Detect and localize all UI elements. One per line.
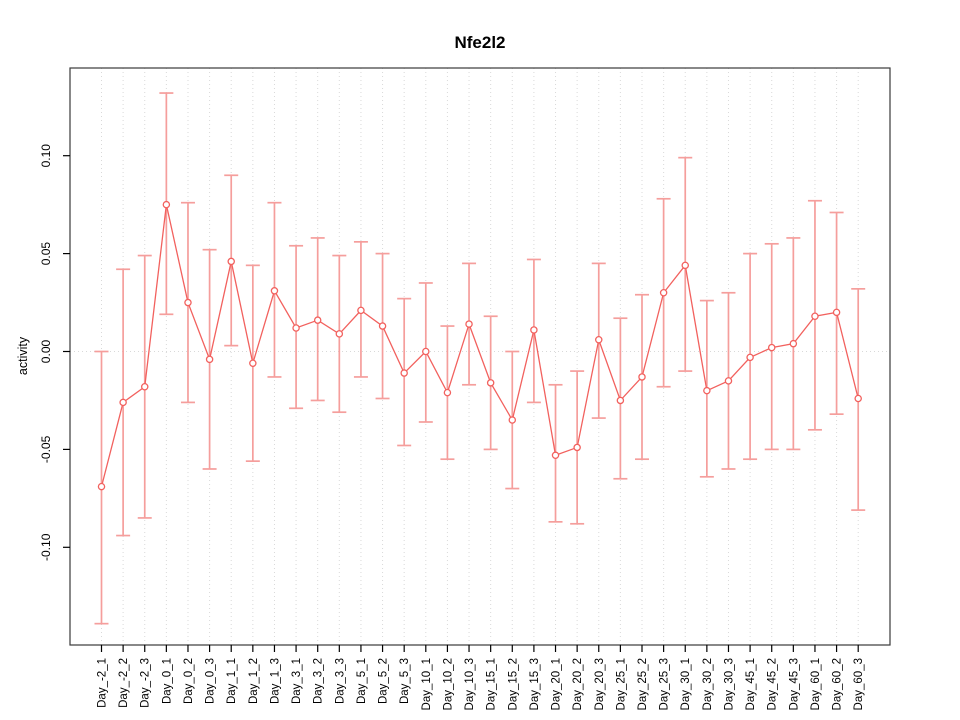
data-point — [551, 451, 560, 460]
data-point — [789, 339, 798, 348]
data-point — [335, 330, 344, 338]
data-point — [573, 443, 581, 452]
data-point — [400, 369, 408, 377]
data-point — [357, 306, 365, 315]
x-tick-label: Day_10_3 — [464, 658, 476, 710]
data-point — [313, 316, 322, 324]
y-axis-label: activity — [16, 336, 30, 375]
plot-frame — [69, 67, 891, 646]
x-tick-label: Day_10_2 — [442, 658, 454, 710]
y-tick-label: 0.05 — [39, 242, 53, 266]
data-point — [703, 386, 711, 395]
data-point — [530, 326, 538, 334]
x-tick-label: Day_30_2 — [702, 658, 714, 710]
data-point — [270, 287, 279, 295]
x-tick-label: Day_1_1 — [226, 658, 238, 704]
data-point — [162, 200, 171, 209]
x-tick-label: Day_-2_2 — [118, 658, 130, 708]
x-tick-label: Day_10_1 — [421, 658, 433, 710]
x-tick-label: Day_45_1 — [745, 658, 757, 710]
data-point — [659, 289, 668, 297]
data-point — [119, 398, 127, 407]
chart-generated-layers: 0.10 0.05 0.00 -0.05 -0.10 Day_-2_1 Day_-2_2 Da… — [39, 67, 891, 710]
x-tick-label: Day_20_2 — [572, 658, 584, 710]
x-tick-label: Day_60_3 — [853, 658, 865, 710]
data-point — [508, 416, 517, 424]
x-tick-label: Day_25_3 — [659, 658, 671, 710]
data-point — [443, 388, 452, 397]
data-point — [767, 343, 776, 352]
data-point — [184, 298, 192, 307]
data-point — [465, 320, 473, 328]
y-tick-label: -0.05 — [39, 435, 53, 463]
x-tick-label: Day_5_2 — [378, 658, 390, 704]
x-tick-label: Day_15_1 — [486, 658, 498, 710]
x-tick-label: Day_20_3 — [594, 658, 606, 710]
x-tick-label: Day_15_3 — [529, 658, 541, 710]
y-tick-label: 0.00 — [39, 339, 53, 363]
x-tick-label: Day_0_2 — [183, 658, 195, 704]
data-point — [616, 396, 625, 405]
data-point — [97, 482, 106, 491]
x-tick-label: Day_45_2 — [767, 658, 779, 710]
x-tick-label: Day_25_2 — [637, 658, 649, 710]
data-line — [100, 204, 859, 487]
x-tick-label: Day_15_2 — [507, 658, 519, 710]
x-tick-label: Day_1_3 — [269, 658, 281, 704]
data-point — [292, 324, 300, 332]
x-tick-label: Day_3_2 — [313, 658, 325, 704]
data-point — [205, 355, 214, 364]
x-tick-label: Day_-2_3 — [140, 658, 152, 708]
x-tick-label: Day_0_3 — [205, 658, 217, 704]
data-point — [681, 261, 689, 270]
data-point — [378, 322, 387, 330]
x-tick-label: Day_3_3 — [334, 658, 346, 704]
x-tick-label: Day_25_1 — [615, 658, 627, 710]
x-tick-label: Day_20_1 — [551, 658, 563, 710]
y-tick-label: -0.10 — [39, 533, 53, 561]
x-tick-label: Day_3_1 — [291, 658, 303, 704]
data-point — [746, 353, 754, 362]
data-point — [811, 312, 819, 321]
data-point — [854, 394, 862, 403]
x-tick-label: Day_60_2 — [832, 658, 844, 710]
data-point — [422, 347, 430, 356]
data-point — [638, 373, 646, 381]
x-tick-label: Day_5_3 — [399, 658, 411, 704]
x-tick-label: Day_0_1 — [161, 658, 173, 704]
x-tick-label: Day_60_1 — [810, 658, 822, 710]
data-point — [832, 308, 841, 317]
data-point — [595, 336, 603, 344]
x-tick-label: Day_1_2 — [248, 658, 260, 704]
chart-title: Nfe2l2 — [454, 33, 505, 52]
data-point — [724, 377, 733, 385]
x-tick-label: Day_-2_1 — [97, 658, 109, 708]
data-point — [249, 359, 257, 367]
x-tick-label: Day_45_3 — [788, 658, 800, 710]
y-tick-label: 0.10 — [39, 144, 53, 168]
x-tick-label: Day_30_1 — [680, 658, 692, 710]
data-point — [486, 379, 495, 387]
data-point — [140, 382, 149, 391]
data-point — [227, 257, 235, 266]
x-tick-label: Day_30_3 — [723, 658, 735, 710]
x-tick-label: Day_5_1 — [356, 658, 368, 704]
